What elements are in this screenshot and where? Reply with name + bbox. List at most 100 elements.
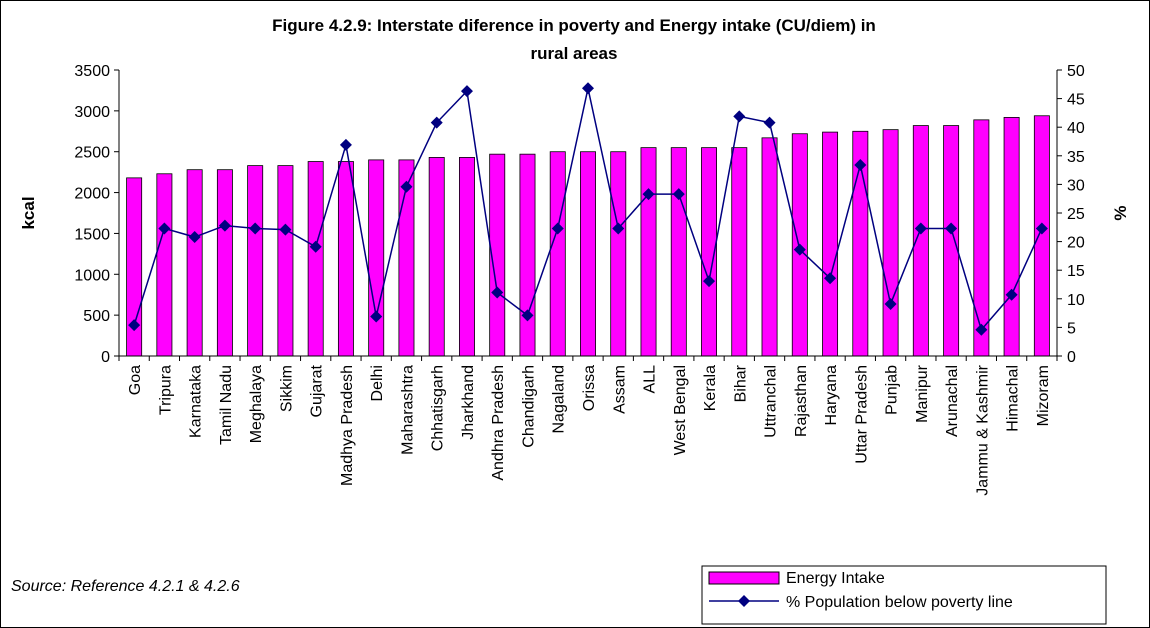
poverty-point [672,188,685,201]
legend-diamond-marker [738,595,750,607]
x-tick-label: Goa [127,365,144,395]
x-tick-label: Himachal [1005,365,1022,432]
y-tick-label: 1000 [74,267,110,284]
y2-axis-ticks: 0 5 10 15 20 25 30 35 40 45 50 [1057,63,1085,366]
x-tick-label: Tamil Nadu [218,365,235,445]
poverty-point [642,188,655,201]
x-tick-label: Orissa [581,365,598,411]
y2-tick-label: 25 [1067,206,1085,223]
y-tick-label: 0 [101,349,110,366]
poverty-point [763,116,776,129]
poverty-point [914,222,927,235]
poverty-point [703,275,716,288]
poverty-point [309,240,322,253]
poverty-point [1005,288,1018,301]
poverty-point [370,310,383,323]
source-note: Source: Reference 4.2.1 & 4.2.6 [11,578,240,595]
x-tick-label: Uttranchal [763,365,780,438]
legend-label-energy: Energy Intake [786,570,885,587]
bar-energy-intake [670,147,687,357]
bar-energy-intake [580,151,596,357]
bar-energy-intake [247,165,264,357]
y-tick-label: 500 [83,308,110,325]
legend-label-poverty: % Population below poverty line [786,594,1013,611]
bar-energy-intake [640,147,657,357]
y2-tick-label: 50 [1067,63,1085,80]
y2-tick-label: 45 [1067,92,1085,109]
chart-title-line-2: rural areas [531,44,618,63]
poverty-point [551,222,564,235]
poverty-point [945,222,958,235]
x-tick-label: Delhi [369,365,386,401]
y2-tick-label: 10 [1067,292,1085,309]
x-tick-label: Punjab [884,365,901,415]
y-tick-label: 2500 [74,145,110,162]
x-tick-label: Chhatisgarh [430,365,447,451]
bar-energy-intake [337,161,354,357]
poverty-point [400,180,413,193]
y-axis-label: kcal [19,196,38,229]
x-tick-label: Arunachal [944,365,961,437]
poverty-point [582,82,594,95]
poverty-point [733,110,746,123]
poverty-point [279,223,292,236]
x-tick-label: Jammu & Kashmir [974,364,991,495]
x-tick-label: Chandigarh [520,365,537,448]
line-series [128,82,1048,336]
bar-energy-intake [731,147,748,357]
bar-energy-intake [459,157,475,357]
poverty-point [491,286,504,299]
legend: Energy Intake % Population below poverty… [701,565,1107,625]
poverty-point [975,323,988,336]
y-tick-label: 3000 [74,104,110,121]
bar-energy-intake [307,161,324,357]
poverty-point [249,222,262,235]
bar-series [126,115,1050,357]
x-tick-label: Madhya Pradesh [339,365,356,486]
x-tick-label: Nagaland [551,365,568,434]
x-axis-ticks: Goa Tripura Karnataka Tamil Nadu Meghalaya Si… [118,356,1058,496]
y2-tick-label: 0 [1067,349,1076,366]
y-axis-ticks: 0 500 1000 1500 2000 2500 3000 3500 [74,63,119,366]
x-tick-label: ALL [642,365,659,394]
bar-energy-intake [1033,115,1050,357]
bar-energy-intake [549,151,566,357]
x-tick-label: Kerala [702,365,719,411]
bar-energy-intake [277,165,294,357]
x-tick-label: Meghalaya [248,365,265,443]
poverty-point [884,297,897,310]
x-tick-label: Gujarat [309,364,326,417]
x-tick-label: Sikkim [278,365,295,412]
y2-tick-label: 20 [1067,235,1085,252]
x-tick-label: Uttar Pradesh [853,365,870,464]
poverty-point [188,231,201,244]
poverty-point [158,222,171,235]
bar-energy-intake [822,131,839,357]
poverty-point [612,222,625,235]
y2-tick-label: 30 [1067,177,1085,194]
y2-tick-label: 15 [1067,263,1085,280]
chart-title-line-1: Figure 4.2.9: Interstate diference in po… [272,16,876,35]
poverty-point [793,243,806,256]
x-tick-label: Bihar [732,364,749,402]
y2-tick-label: 35 [1067,149,1085,166]
bar-energy-intake [1003,116,1020,357]
bar-energy-intake [761,137,778,357]
x-tick-label: Andhra Pradesh [490,365,507,481]
bar-energy-intake [973,119,990,357]
poverty-point [854,158,867,171]
bar-energy-intake [156,173,173,357]
y2-tick-label: 40 [1067,120,1085,137]
x-tick-label: Maharashtra [399,365,416,455]
bar-energy-intake [186,169,203,357]
y-tick-label: 2000 [74,186,110,203]
poverty-point [128,319,141,332]
x-tick-label: Manipur [914,364,931,422]
poverty-point [824,272,837,285]
poverty-point [521,309,534,322]
bar-energy-intake [368,159,385,357]
bar-energy-intake [943,125,960,357]
y-tick-label: 3500 [74,63,110,80]
poverty-point [430,116,443,129]
